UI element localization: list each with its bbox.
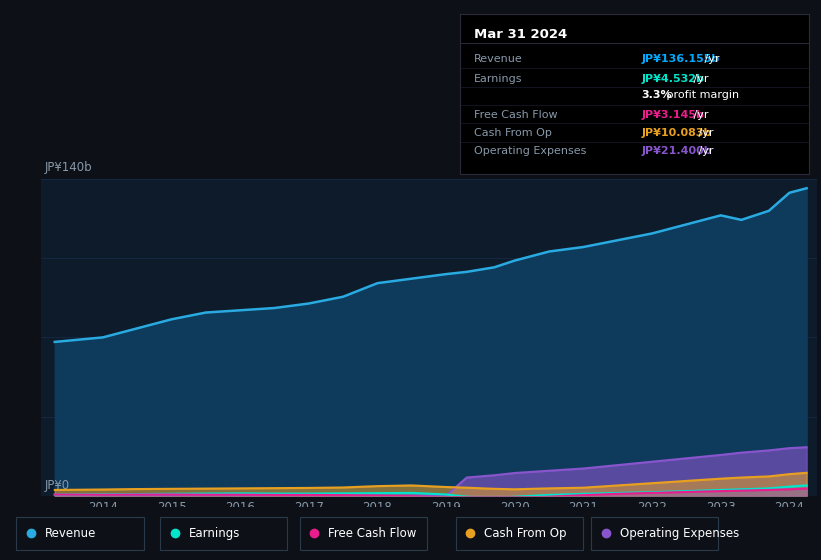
Text: Cash From Op: Cash From Op: [484, 527, 566, 540]
Text: profit margin: profit margin: [663, 90, 739, 100]
Text: Operating Expenses: Operating Expenses: [620, 527, 739, 540]
Text: Earnings: Earnings: [474, 73, 522, 83]
Text: Revenue: Revenue: [45, 527, 97, 540]
Text: Cash From Op: Cash From Op: [474, 128, 552, 138]
Text: /yr: /yr: [695, 146, 713, 156]
Text: JP¥0: JP¥0: [45, 479, 70, 492]
Text: 3.3%: 3.3%: [641, 90, 672, 100]
Text: Revenue: Revenue: [474, 54, 522, 64]
Text: /yr: /yr: [700, 54, 719, 64]
Text: JP¥3.145b: JP¥3.145b: [641, 110, 704, 119]
Text: JP¥4.532b: JP¥4.532b: [641, 73, 704, 83]
Text: /yr: /yr: [695, 128, 713, 138]
Text: JP¥140b: JP¥140b: [45, 161, 93, 175]
Text: Free Cash Flow: Free Cash Flow: [328, 527, 417, 540]
Text: JP¥21.400b: JP¥21.400b: [641, 146, 712, 156]
Text: Earnings: Earnings: [189, 527, 241, 540]
Text: JP¥136.155b: JP¥136.155b: [641, 54, 719, 64]
Text: /yr: /yr: [690, 73, 709, 83]
Text: JP¥10.083b: JP¥10.083b: [641, 128, 712, 138]
Text: Mar 31 2024: Mar 31 2024: [474, 29, 567, 41]
Text: Operating Expenses: Operating Expenses: [474, 146, 586, 156]
Text: /yr: /yr: [690, 110, 709, 119]
Text: Free Cash Flow: Free Cash Flow: [474, 110, 557, 119]
